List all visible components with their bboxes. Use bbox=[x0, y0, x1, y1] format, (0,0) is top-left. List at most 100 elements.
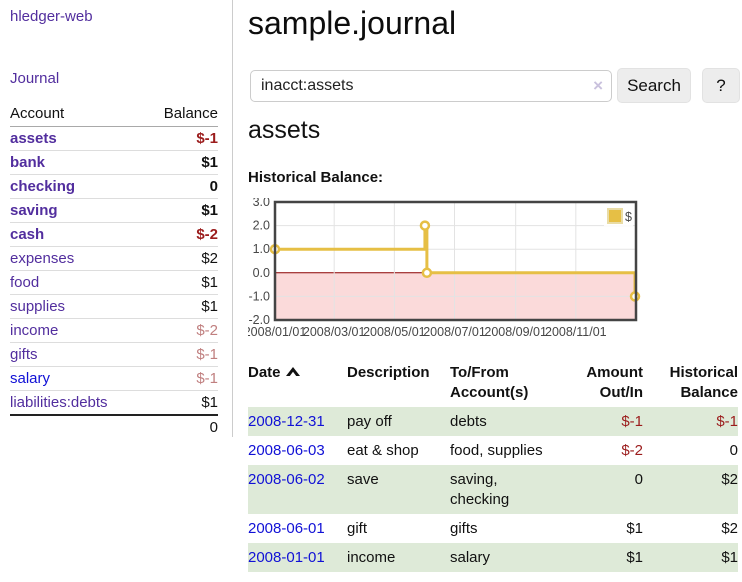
accounts-header-account: Account bbox=[10, 102, 138, 127]
transaction-balance: $2 bbox=[643, 465, 738, 514]
search-input[interactable] bbox=[250, 70, 612, 102]
help-button[interactable]: ? bbox=[702, 68, 740, 103]
account-row: supplies $1 bbox=[10, 294, 218, 319]
sidebar: hledger-web Journal Account Balance asse… bbox=[0, 0, 233, 439]
account-link-liabilities-debts[interactable]: liabilities:debts bbox=[10, 394, 108, 411]
historical-balance-chart: 2008/01/01 2008/03/01 2008/05/01 2008/07/01… bbox=[244, 195, 644, 344]
svg-text:-1.0: -1.0 bbox=[248, 289, 270, 303]
account-link-expenses[interactable]: expenses bbox=[10, 250, 75, 267]
account-link-assets[interactable]: assets bbox=[10, 130, 57, 147]
brand-link[interactable]: hledger-web bbox=[10, 8, 93, 25]
account-link-supplies[interactable]: supplies bbox=[10, 298, 66, 315]
svg-text:$: $ bbox=[625, 210, 632, 224]
accounts-total-row: 0 bbox=[10, 414, 218, 439]
register-table: Date Description To/From Account(s) Amou… bbox=[248, 360, 738, 572]
transaction-balance: $-1 bbox=[643, 407, 738, 436]
account-link-food[interactable]: food bbox=[10, 274, 40, 291]
balance-chart-canvas: 2008/01/012008/03/012008/05/012008/07/01… bbox=[244, 195, 641, 339]
sort-ascending-icon bbox=[285, 363, 300, 383]
account-row: cash $-2 bbox=[10, 222, 218, 247]
svg-text:-2.0: -2.0 bbox=[248, 313, 270, 327]
transaction-description: eat & shop bbox=[347, 442, 419, 459]
account-link-checking[interactable]: checking bbox=[10, 178, 76, 195]
account-balance: $1 bbox=[138, 150, 218, 175]
account-balance: $1 bbox=[138, 198, 218, 223]
svg-text:2008/09/01: 2008/09/01 bbox=[484, 325, 547, 339]
register-row: 2008-06-02 save saving, checking 0 $2 bbox=[248, 465, 738, 514]
account-balance: $-1 bbox=[138, 342, 218, 367]
account-balance: $-2 bbox=[138, 318, 218, 343]
accounts-total: 0 bbox=[138, 414, 218, 439]
register-row: 2008-06-01 gift gifts $1 $2 bbox=[248, 514, 738, 543]
transaction-balance: $2 bbox=[721, 520, 738, 537]
register-row: 2008-01-01 income salary $1 $1 bbox=[248, 543, 738, 572]
account-row: checking 0 bbox=[10, 174, 218, 199]
transaction-accounts: food, supplies bbox=[450, 442, 543, 459]
search-bar: × Search ? bbox=[250, 68, 740, 104]
account-balance: $2 bbox=[138, 246, 218, 271]
svg-text:1.0: 1.0 bbox=[253, 242, 270, 256]
main-content: sample.journal × Search ? assets Histori… bbox=[244, 0, 740, 582]
svg-text:2008/07/01: 2008/07/01 bbox=[423, 325, 486, 339]
account-balance: $1 bbox=[138, 270, 218, 295]
transaction-accounts: saving, checking bbox=[450, 465, 556, 514]
account-heading: assets bbox=[248, 116, 321, 144]
transaction-description: income bbox=[347, 543, 450, 572]
account-row: liabilities:debts $1 bbox=[10, 390, 218, 415]
svg-text:2008/01/01: 2008/01/01 bbox=[248, 325, 306, 339]
account-row: assets $-1 bbox=[10, 127, 218, 151]
account-balance: $-2 bbox=[138, 222, 218, 247]
svg-text:2008/11/01: 2008/11/01 bbox=[545, 325, 607, 339]
transaction-amount: 0 bbox=[556, 465, 643, 514]
transaction-balance: 0 bbox=[729, 442, 738, 459]
transaction-amount: $1 bbox=[556, 543, 643, 572]
account-balance: $1 bbox=[138, 294, 218, 319]
account-link-income[interactable]: income bbox=[10, 322, 59, 339]
accounts-header-balance: Balance bbox=[138, 102, 218, 127]
transaction-date-link[interactable]: 2008-06-01 bbox=[248, 520, 325, 537]
svg-text:3.0: 3.0 bbox=[253, 198, 270, 209]
transaction-amount: $1 bbox=[626, 520, 643, 537]
transaction-balance: $1 bbox=[643, 543, 738, 572]
account-balance: $1 bbox=[138, 390, 218, 415]
account-link-cash[interactable]: cash bbox=[10, 226, 45, 243]
account-row: income $-2 bbox=[10, 318, 218, 343]
transaction-accounts: debts bbox=[450, 407, 556, 436]
register-header-balance: Historical Balance bbox=[669, 364, 738, 401]
clear-search-icon[interactable]: × bbox=[593, 76, 603, 95]
register-header-amount: Amount Out/In bbox=[586, 364, 643, 401]
svg-text:0.0: 0.0 bbox=[253, 266, 270, 280]
account-balance: $-1 bbox=[138, 366, 218, 391]
transaction-date-link[interactable]: 2008-06-03 bbox=[248, 442, 325, 459]
svg-text:2008/05/01: 2008/05/01 bbox=[363, 325, 426, 339]
transaction-date-link[interactable]: 2008-06-02 bbox=[248, 471, 325, 488]
account-row: salary $-1 bbox=[10, 366, 218, 391]
account-row: expenses $2 bbox=[10, 246, 218, 271]
account-row: food $1 bbox=[10, 270, 218, 295]
account-link-saving[interactable]: saving bbox=[10, 202, 58, 219]
transaction-accounts: gifts bbox=[450, 520, 478, 537]
search-button[interactable]: Search bbox=[617, 68, 691, 103]
transaction-description: gift bbox=[347, 520, 368, 537]
account-link-bank[interactable]: bank bbox=[10, 154, 46, 171]
account-row: bank $1 bbox=[10, 150, 218, 175]
register-header-date[interactable]: Date bbox=[248, 360, 347, 407]
transaction-date-link[interactable]: 2008-01-01 bbox=[248, 549, 325, 566]
register-header-tofrom: To/From Account(s) bbox=[450, 364, 529, 401]
sidebar-item-journal[interactable]: Journal bbox=[10, 70, 60, 87]
register-header-description: Description bbox=[347, 364, 430, 381]
account-row: saving $1 bbox=[10, 198, 218, 223]
account-link-gifts[interactable]: gifts bbox=[10, 346, 38, 363]
accounts-table: Account Balance assets $-1 bank $1 checkin… bbox=[10, 102, 218, 439]
svg-text:2.0: 2.0 bbox=[253, 219, 270, 233]
transaction-amount: $-1 bbox=[556, 407, 643, 436]
transaction-description: save bbox=[347, 465, 450, 514]
register-row: 2008-06-03 eat & shop food, supplies $-2… bbox=[248, 436, 738, 465]
account-row: gifts $-1 bbox=[10, 342, 218, 367]
transaction-amount: $-2 bbox=[621, 442, 643, 459]
transaction-date-link[interactable]: 2008-12-31 bbox=[248, 413, 325, 430]
account-link-salary[interactable]: salary bbox=[10, 370, 51, 387]
transaction-accounts: salary bbox=[450, 543, 556, 572]
register-row: 2008-12-31 pay off debts $-1 $-1 bbox=[248, 407, 738, 436]
account-balance: 0 bbox=[138, 174, 218, 199]
